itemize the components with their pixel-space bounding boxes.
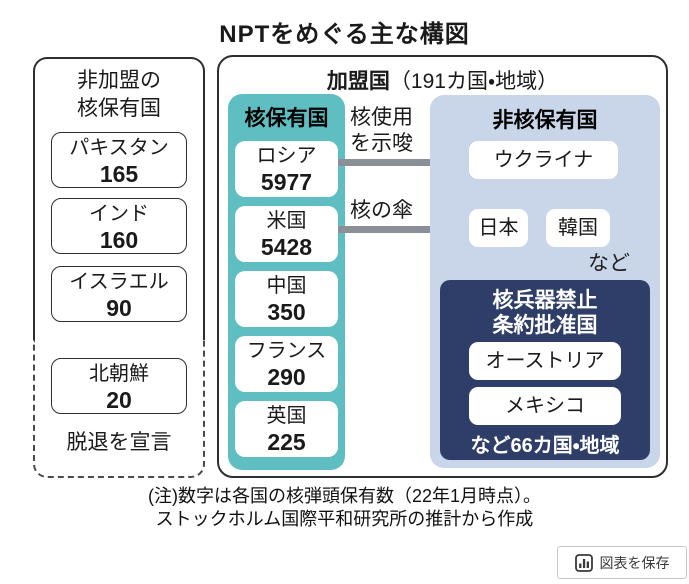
arrow-label-nuclear-threat: 核使用 を示唆 <box>350 105 413 157</box>
nuclear-states-header: 核保有国 <box>244 107 329 130</box>
tpnw-box: 核兵器禁止 条約批准国 オーストリア メキシコ など66カ国・地域 <box>440 280 650 460</box>
non-members-header-line2: 核保有国 <box>77 97 161 120</box>
country-name: イスラエル <box>69 271 169 293</box>
non-nuclear-states-box: 非核保有国 ウクライナ 日本 韓国 など 核兵器禁止 条約批准国 オーストリア … <box>430 95 660 468</box>
non-members-header: 非加盟の 核保有国 <box>33 67 205 123</box>
country-card-north-korea: 北朝鮮 20 <box>51 358 187 414</box>
country-name: 英国 <box>266 405 307 427</box>
country-card-france: フランス 290 <box>235 336 338 392</box>
country-name: 米国 <box>266 210 307 232</box>
country-pill-austria: オーストリア <box>469 342 621 380</box>
withdraw-caption: 脱退を宣言 <box>66 431 172 454</box>
members-header: 加盟国（191カ国・地域） <box>219 65 666 95</box>
country-name: パキスタン <box>69 137 169 159</box>
country-card-israel: イスラエル 90 <box>51 266 187 322</box>
country-card-uk: 英国 225 <box>235 401 338 457</box>
warhead-count: 290 <box>267 364 306 390</box>
arrow-label-line2: を示唆 <box>350 132 413 155</box>
footnote-line2: ストックホルム国際平和研究所の推計から作成 <box>155 509 534 529</box>
warhead-count: 225 <box>267 429 306 455</box>
warhead-count: 90 <box>106 295 132 321</box>
nuclear-states-box: 核保有国 ロシア 5977 米国 5428 中国 350 フランス 290 英国… <box>228 94 345 470</box>
footnote-line1: (注)数字は各国の核弾頭保有数（22年1月時点）。 <box>147 486 542 506</box>
warhead-count: 165 <box>99 161 139 187</box>
country-pill-japan: 日本 <box>469 209 528 247</box>
page-title: NPTをめぐる主な構図 <box>219 21 470 48</box>
country-pill-ukraine: ウクライナ <box>469 141 618 179</box>
warhead-count: 20 <box>106 387 132 413</box>
country-name: 中国 <box>266 275 307 297</box>
members-header-detail: （191カ国・地域） <box>389 70 559 93</box>
country-name: ロシア <box>256 145 317 167</box>
arrow-label-line1: 核使用 <box>350 106 413 129</box>
warhead-count: 5977 <box>260 169 313 195</box>
members-box: 加盟国（191カ国・地域） 核保有国 ロシア 5977 米国 5428 中国 3… <box>217 55 668 478</box>
country-card-china: 中国 350 <box>235 271 338 327</box>
save-chart-button[interactable]: 図表を保存 <box>557 546 687 579</box>
save-chart-label: 図表を保存 <box>599 554 670 571</box>
members-header-title: 加盟国 <box>326 70 390 93</box>
country-card-india: インド 160 <box>51 198 187 254</box>
tpnw-header-line1: 核兵器禁止 <box>492 289 598 312</box>
arrow-label-nuclear-umbrella: 核の傘 <box>350 198 413 224</box>
country-card-russia: ロシア 5977 <box>235 141 338 197</box>
non-nuclear-states-header: 非核保有国 <box>492 109 598 132</box>
country-pill-south-korea: 韓国 <box>546 209 610 247</box>
country-name: フランス <box>246 340 327 362</box>
country-pill-mexico: メキシコ <box>469 387 621 425</box>
arrow-label-line1: 核の傘 <box>350 199 413 222</box>
warhead-count: 350 <box>267 299 306 325</box>
country-card-pakistan: パキスタン 165 <box>51 132 187 188</box>
tpnw-footer: など66カ国・地域 <box>470 435 620 457</box>
warhead-count: 160 <box>99 227 139 253</box>
bar-chart-icon <box>574 553 593 572</box>
tpnw-header-line2: 条約批准国 <box>492 314 598 337</box>
warhead-count: 5428 <box>260 234 313 260</box>
country-card-usa: 米国 5428 <box>235 206 338 262</box>
tpnw-header: 核兵器禁止 条約批准国 <box>440 288 650 338</box>
non-members-header-line1: 非加盟の <box>77 69 161 92</box>
country-name: インド <box>89 203 149 225</box>
country-name: 北朝鮮 <box>89 363 149 385</box>
etc-label: など <box>588 252 630 275</box>
